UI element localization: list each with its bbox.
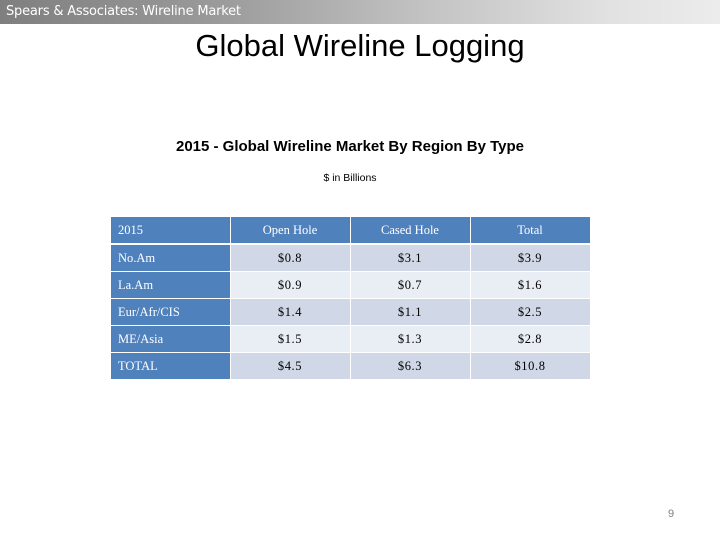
open-hole-value: $1.4 xyxy=(230,298,351,326)
table-row: ME/Asia $1.5 $1.3 $2.8 xyxy=(111,325,591,353)
open-hole-value: $4.5 xyxy=(230,352,351,379)
table-row-total: TOTAL $4.5 $6.3 $10.8 xyxy=(111,352,591,379)
table-subtitle: $ in Billions xyxy=(323,172,377,184)
open-hole-value: $1.5 xyxy=(230,325,351,353)
column-header-total: Total xyxy=(470,217,591,245)
row-label: TOTAL xyxy=(111,352,231,379)
row-label: ME/Asia xyxy=(111,325,231,353)
column-header-open-hole: Open Hole xyxy=(230,217,351,245)
market-table: 2015 Open Hole Cased Hole Total No.Am $0… xyxy=(111,217,591,379)
cased-hole-value: $1.1 xyxy=(350,298,471,326)
header-text: Spears & Associates: Wireline Market xyxy=(6,4,241,19)
cased-hole-value: $6.3 xyxy=(350,352,471,379)
open-hole-value: $0.8 xyxy=(230,244,351,272)
cased-hole-value: $1.3 xyxy=(350,325,471,353)
page-title: Global Wireline Logging xyxy=(195,28,525,63)
cased-hole-value: $3.1 xyxy=(350,244,471,272)
cased-hole-value: $0.7 xyxy=(350,271,471,299)
table-header-row: 2015 Open Hole Cased Hole Total xyxy=(111,217,591,245)
total-value: $10.8 xyxy=(470,352,591,379)
header-bar: Spears & Associates: Wireline Market xyxy=(0,0,720,24)
total-value: $2.8 xyxy=(470,325,591,353)
open-hole-value: $0.9 xyxy=(230,271,351,299)
page-number: 9 xyxy=(668,508,675,520)
row-label: No.Am xyxy=(111,244,231,272)
row-label: La.Am xyxy=(111,271,231,299)
column-header-year: 2015 xyxy=(111,217,231,245)
table-row: No.Am $0.8 $3.1 $3.9 xyxy=(111,244,591,272)
table-row: Eur/Afr/CIS $1.4 $1.1 $2.5 xyxy=(111,298,591,326)
row-label: Eur/Afr/CIS xyxy=(111,298,231,326)
table-row: La.Am $0.9 $0.7 $1.6 xyxy=(111,271,591,299)
total-value: $2.5 xyxy=(470,298,591,326)
total-value: $1.6 xyxy=(470,271,591,299)
total-value: $3.9 xyxy=(470,244,591,272)
table-title: 2015 - Global Wireline Market By Region … xyxy=(175,138,525,155)
column-header-cased-hole: Cased Hole xyxy=(350,217,471,245)
